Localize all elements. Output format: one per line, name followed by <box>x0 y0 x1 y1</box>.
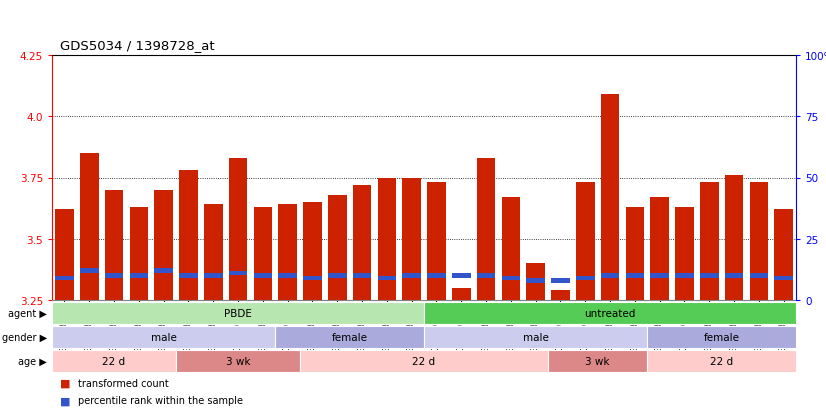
Bar <box>303 202 321 300</box>
Bar <box>80 154 98 300</box>
Bar <box>551 278 570 283</box>
Bar <box>353 185 372 300</box>
Bar <box>601 95 620 300</box>
Bar <box>650 198 669 300</box>
Bar <box>724 274 743 278</box>
Bar <box>452 274 471 278</box>
Bar <box>105 190 123 300</box>
Bar <box>477 159 496 300</box>
Bar <box>52 326 275 348</box>
Bar <box>774 210 793 300</box>
Bar <box>229 271 247 275</box>
Bar <box>154 269 173 273</box>
Bar <box>303 276 321 280</box>
Text: agent ▶: agent ▶ <box>8 308 47 318</box>
Bar <box>377 276 396 280</box>
Bar <box>526 278 545 283</box>
Text: 22 d: 22 d <box>102 356 126 366</box>
Text: ■: ■ <box>60 378 71 388</box>
Bar <box>648 326 796 348</box>
Bar <box>55 276 74 280</box>
Bar <box>625 207 644 300</box>
Text: 3 wk: 3 wk <box>586 356 610 366</box>
Text: transformed count: transformed count <box>78 378 169 388</box>
Bar <box>402 274 421 278</box>
Text: 3 wk: 3 wk <box>225 356 250 366</box>
Bar <box>675 207 694 300</box>
Bar <box>328 274 346 278</box>
Bar <box>278 274 297 278</box>
Text: untreated: untreated <box>584 308 636 318</box>
Bar <box>55 210 74 300</box>
Text: age ▶: age ▶ <box>18 356 47 366</box>
Bar <box>176 350 300 372</box>
Bar <box>130 207 148 300</box>
Bar <box>576 183 595 300</box>
Bar <box>105 274 123 278</box>
Bar <box>229 159 247 300</box>
Bar <box>424 302 796 324</box>
Bar <box>501 276 520 280</box>
Bar <box>275 326 424 348</box>
Bar <box>254 274 272 278</box>
Text: male: male <box>150 332 177 342</box>
Bar <box>675 274 694 278</box>
Bar <box>551 290 570 300</box>
Bar <box>300 350 548 372</box>
Bar <box>548 350 648 372</box>
Bar <box>52 302 424 324</box>
Bar <box>80 269 98 273</box>
Bar <box>402 178 421 300</box>
Text: PBDE: PBDE <box>224 308 252 318</box>
Bar <box>204 274 222 278</box>
Text: female: female <box>331 332 368 342</box>
Bar <box>52 350 176 372</box>
Text: 22 d: 22 d <box>710 356 733 366</box>
Bar <box>774 276 793 280</box>
Text: gender ▶: gender ▶ <box>2 332 47 342</box>
Bar <box>130 274 148 278</box>
Bar <box>526 263 545 300</box>
Text: ■: ■ <box>60 395 71 405</box>
Bar <box>625 274 644 278</box>
Bar <box>377 178 396 300</box>
Text: GDS5034 / 1398728_at: GDS5034 / 1398728_at <box>60 39 215 52</box>
Bar <box>601 274 620 278</box>
Bar <box>424 326 648 348</box>
Bar <box>749 183 768 300</box>
Bar <box>650 274 669 278</box>
Bar <box>648 350 796 372</box>
Text: male: male <box>523 332 548 342</box>
Bar <box>179 274 197 278</box>
Bar <box>278 205 297 300</box>
Text: percentile rank within the sample: percentile rank within the sample <box>78 395 244 405</box>
Text: female: female <box>704 332 739 342</box>
Bar <box>427 274 446 278</box>
Bar <box>204 205 222 300</box>
Bar <box>328 195 346 300</box>
Bar <box>154 190 173 300</box>
Bar <box>501 198 520 300</box>
Bar <box>427 183 446 300</box>
Bar <box>576 276 595 280</box>
Bar <box>254 207 272 300</box>
Bar <box>353 274 372 278</box>
Bar <box>700 183 719 300</box>
Bar <box>179 171 197 300</box>
Bar <box>724 176 743 300</box>
Text: 22 d: 22 d <box>412 356 435 366</box>
Bar <box>452 288 471 300</box>
Bar <box>700 274 719 278</box>
Bar <box>477 274 496 278</box>
Bar <box>749 274 768 278</box>
